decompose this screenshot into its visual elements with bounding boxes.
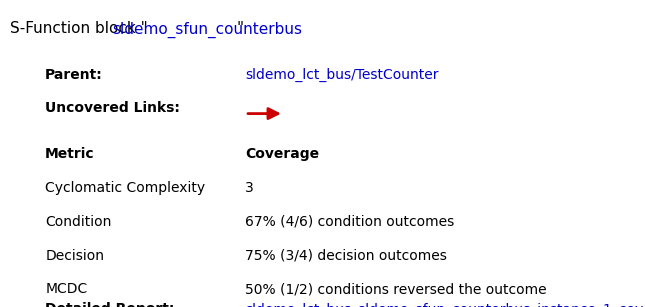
Text: Decision: Decision bbox=[45, 249, 104, 263]
Text: 75% (3/4) decision outcomes: 75% (3/4) decision outcomes bbox=[245, 249, 447, 263]
Text: Condition: Condition bbox=[45, 215, 112, 229]
Text: sldemo_lct_bus_sldemo_sfun_counterbus_instance_1_cov.html: sldemo_lct_bus_sldemo_sfun_counterbus_in… bbox=[245, 302, 645, 307]
Text: Parent:: Parent: bbox=[45, 68, 103, 82]
Text: 3: 3 bbox=[245, 181, 254, 195]
Text: sldemo_lct_bus/TestCounter: sldemo_lct_bus/TestCounter bbox=[245, 68, 439, 82]
Text: 50% (1/2) conditions reversed the outcome: 50% (1/2) conditions reversed the outcom… bbox=[245, 282, 547, 297]
Text: S-Function block ": S-Function block " bbox=[10, 21, 148, 37]
Text: Cyclomatic Complexity: Cyclomatic Complexity bbox=[45, 181, 205, 195]
Text: Detailed Report:: Detailed Report: bbox=[45, 302, 175, 307]
Text: MCDC: MCDC bbox=[45, 282, 88, 297]
Text: sldemo_sfun_counterbus: sldemo_sfun_counterbus bbox=[112, 21, 302, 38]
Text: ": " bbox=[237, 21, 244, 37]
Text: Metric: Metric bbox=[45, 147, 95, 161]
Text: Coverage: Coverage bbox=[245, 147, 319, 161]
Text: 67% (4/6) condition outcomes: 67% (4/6) condition outcomes bbox=[245, 215, 454, 229]
Text: Uncovered Links:: Uncovered Links: bbox=[45, 101, 180, 115]
